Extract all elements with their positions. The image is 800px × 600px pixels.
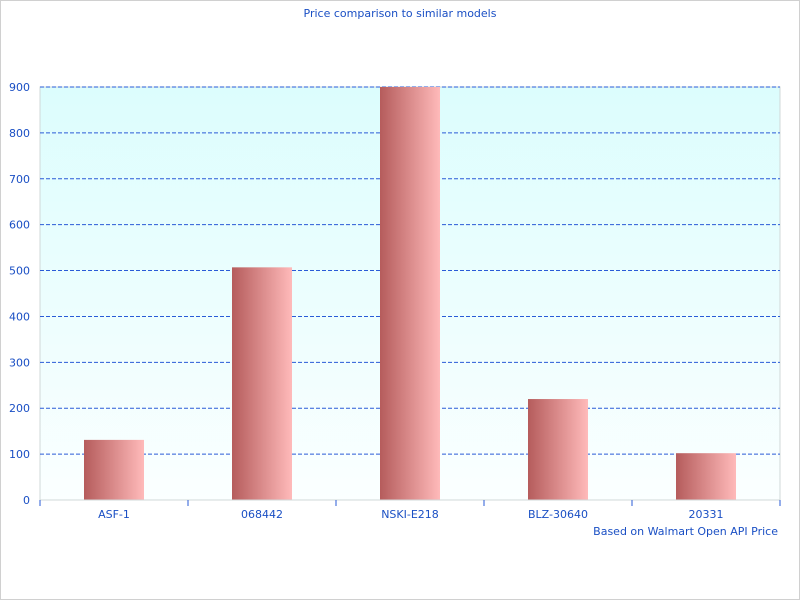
bar-NSKI-E218 [380, 87, 440, 500]
x-tick-label: 20331 [689, 508, 724, 521]
x-tick-label: BLZ-30640 [528, 508, 588, 521]
y-tick-label: 300 [9, 356, 30, 369]
source-annotation: Based on Walmart Open API Price [593, 525, 778, 538]
bar-ASF-1 [84, 439, 144, 500]
y-tick-label: 700 [9, 173, 30, 186]
y-tick-label: 800 [9, 127, 30, 140]
bar-20331 [676, 453, 736, 500]
bar-068442 [232, 267, 292, 500]
y-tick-label: 200 [9, 402, 30, 415]
y-tick-label: 100 [9, 448, 30, 461]
y-tick-label: 600 [9, 219, 30, 232]
y-tick-label: 500 [9, 265, 30, 278]
y-tick-label: 900 [9, 81, 30, 94]
bar-BLZ-30640 [528, 399, 588, 500]
x-tick-label: ASF-1 [98, 508, 130, 521]
y-tick-label: 0 [23, 494, 30, 507]
x-tick-label: 068442 [241, 508, 283, 521]
chart-title: Price comparison to similar models [304, 7, 497, 20]
y-tick-label: 400 [9, 310, 30, 323]
x-tick-label: NSKI-E218 [381, 508, 439, 521]
